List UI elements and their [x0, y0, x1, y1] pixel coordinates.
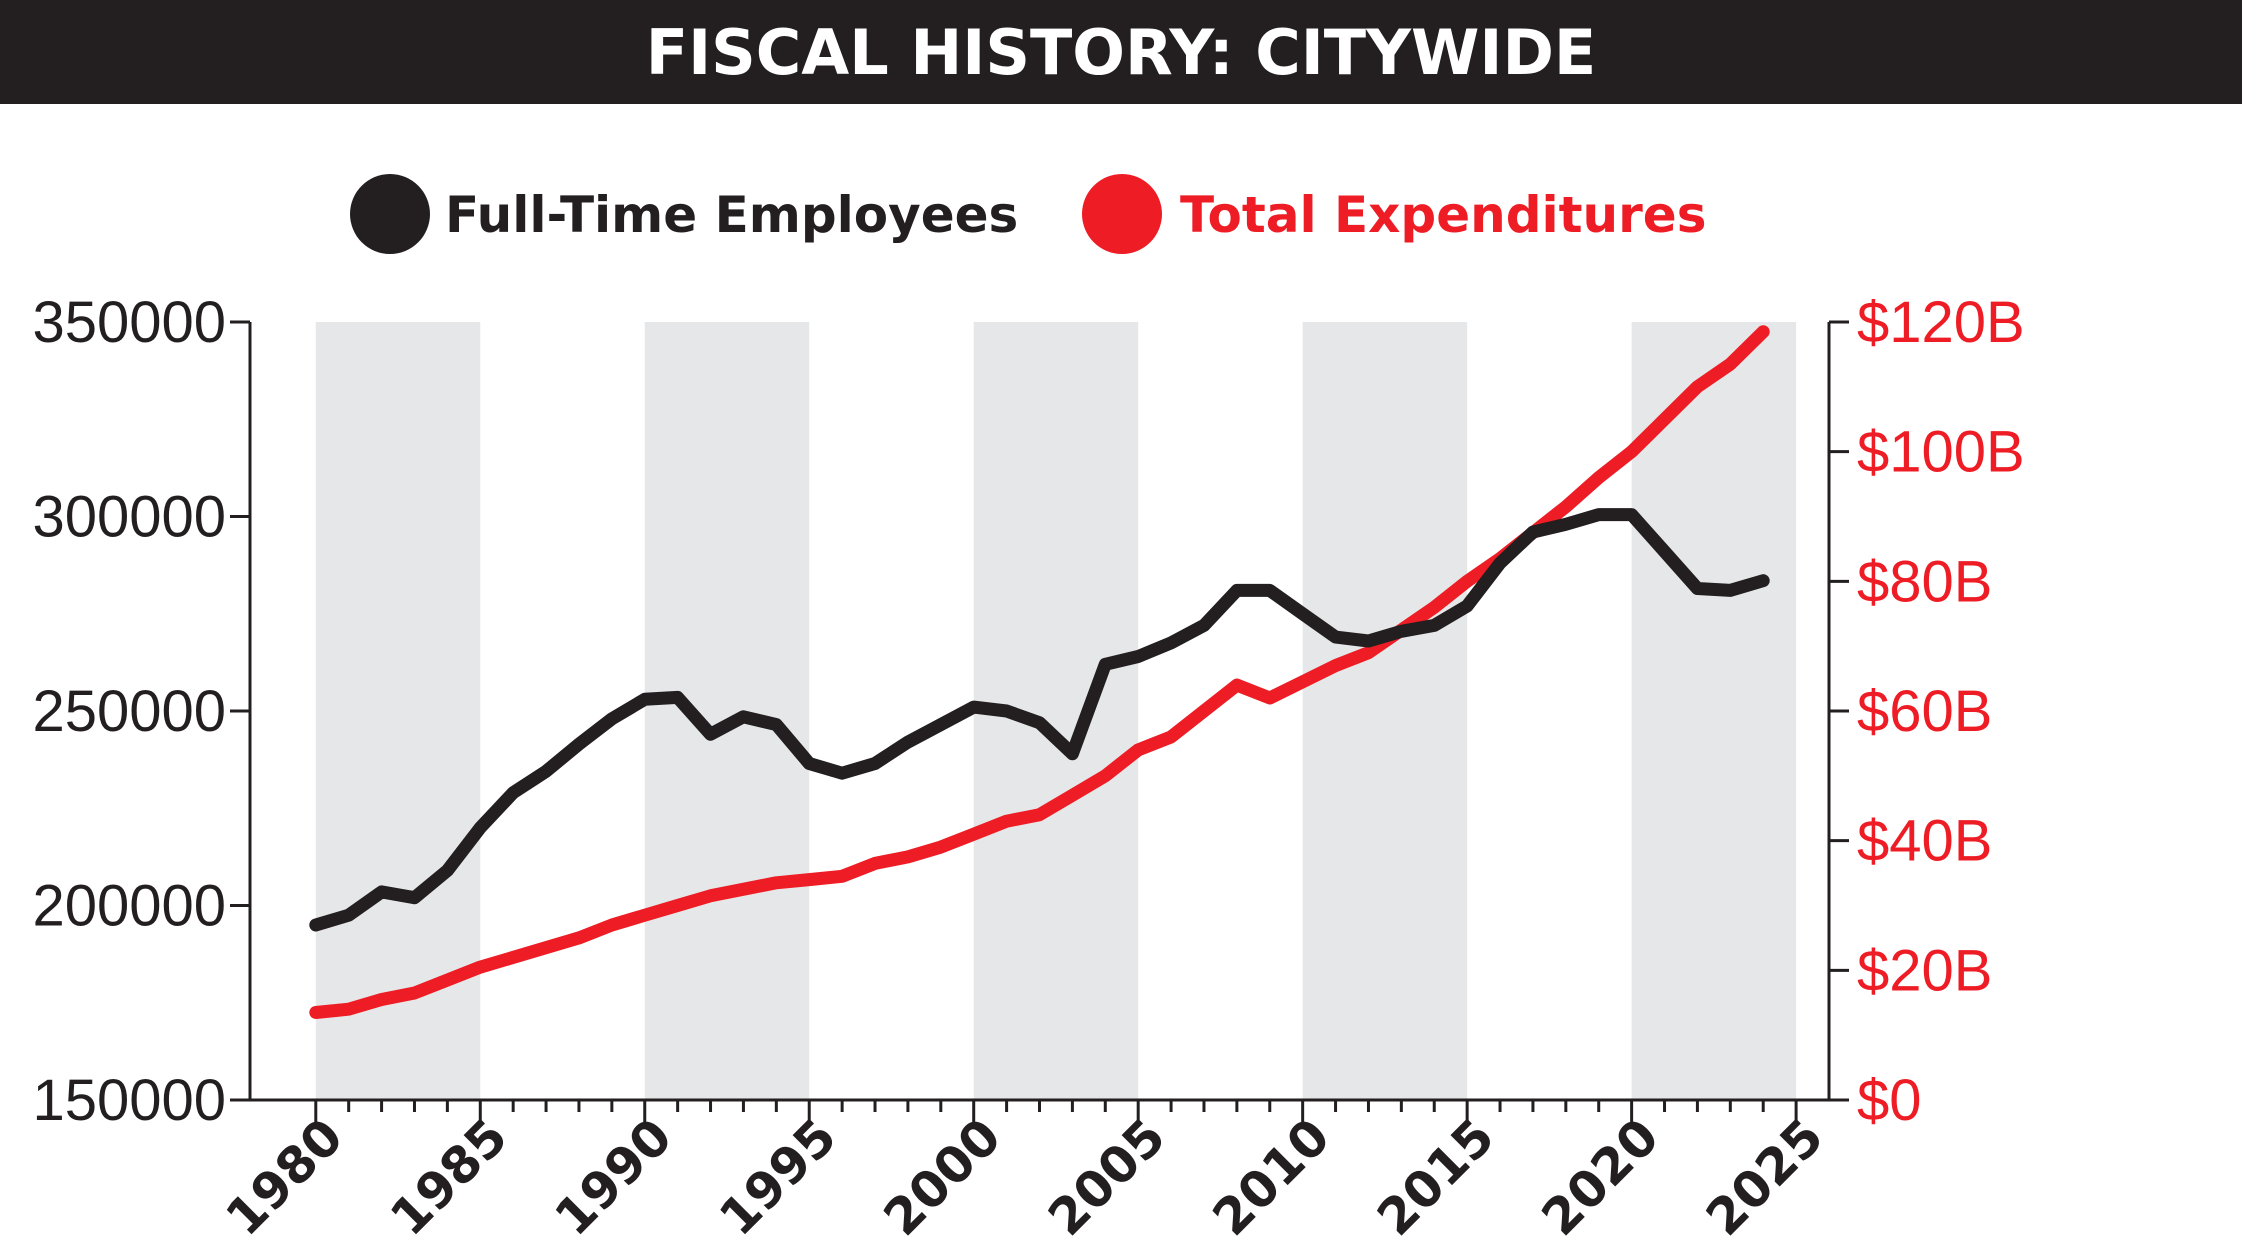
y-left-tick-label: 250000: [32, 679, 226, 744]
x-tick-label: 1990: [544, 1107, 683, 1246]
legend-label-expenditures: Total Expenditures: [1180, 186, 1706, 244]
legend: Full-Time Employees Total Expenditures: [350, 174, 1706, 254]
shaded-band-1980-1985: [315, 322, 481, 1100]
x-tick-label: 2025: [1695, 1107, 1834, 1246]
shaded-bands: [315, 322, 1797, 1100]
y-right-tick-label: $80B: [1857, 549, 1992, 614]
y-right-tick-label: $60B: [1857, 679, 1992, 744]
y-right-tick-label: $120B: [1857, 290, 2025, 355]
x-tick-label: 2020: [1531, 1107, 1670, 1246]
x-tick-label: 2010: [1202, 1107, 1341, 1246]
series-lines: [309, 325, 1770, 1019]
chart-title: FISCAL HISTORY: CITYWIDE: [645, 15, 1597, 89]
legend-label-employees: Full-Time Employees: [445, 186, 1018, 244]
shaded-band-2020-2025: [1631, 322, 1797, 1100]
legend-swatch-employees: [350, 174, 430, 254]
y-right-tick-label: $20B: [1857, 938, 1992, 1003]
series-line-employees: [309, 508, 1770, 932]
x-tick-label: 1995: [708, 1107, 847, 1246]
y-left-tick-label: 350000: [32, 290, 226, 355]
y-right-tick-label: $100B: [1857, 420, 2025, 485]
x-tick-label: 2015: [1366, 1107, 1505, 1246]
y-left-tick-label: 200000: [32, 874, 226, 939]
shaded-band-1990-1995: [644, 322, 810, 1100]
x-tick-label: 1985: [379, 1107, 518, 1246]
x-tick-label: 1980: [215, 1107, 354, 1246]
x-tick-label: 2000: [873, 1107, 1012, 1246]
y-right-tick-label: $40B: [1857, 809, 1992, 874]
y-left-tick-label: 150000: [32, 1068, 226, 1133]
title-bar: FISCAL HISTORY: CITYWIDE: [0, 0, 2242, 104]
y-left-tick-label: 300000: [32, 485, 226, 550]
legend-swatch-expenditures: [1082, 174, 1162, 254]
y-right-tick-label: $0: [1857, 1068, 1922, 1133]
x-tick-label: 2005: [1037, 1107, 1176, 1246]
shaded-band-2010-2015: [1302, 322, 1468, 1100]
